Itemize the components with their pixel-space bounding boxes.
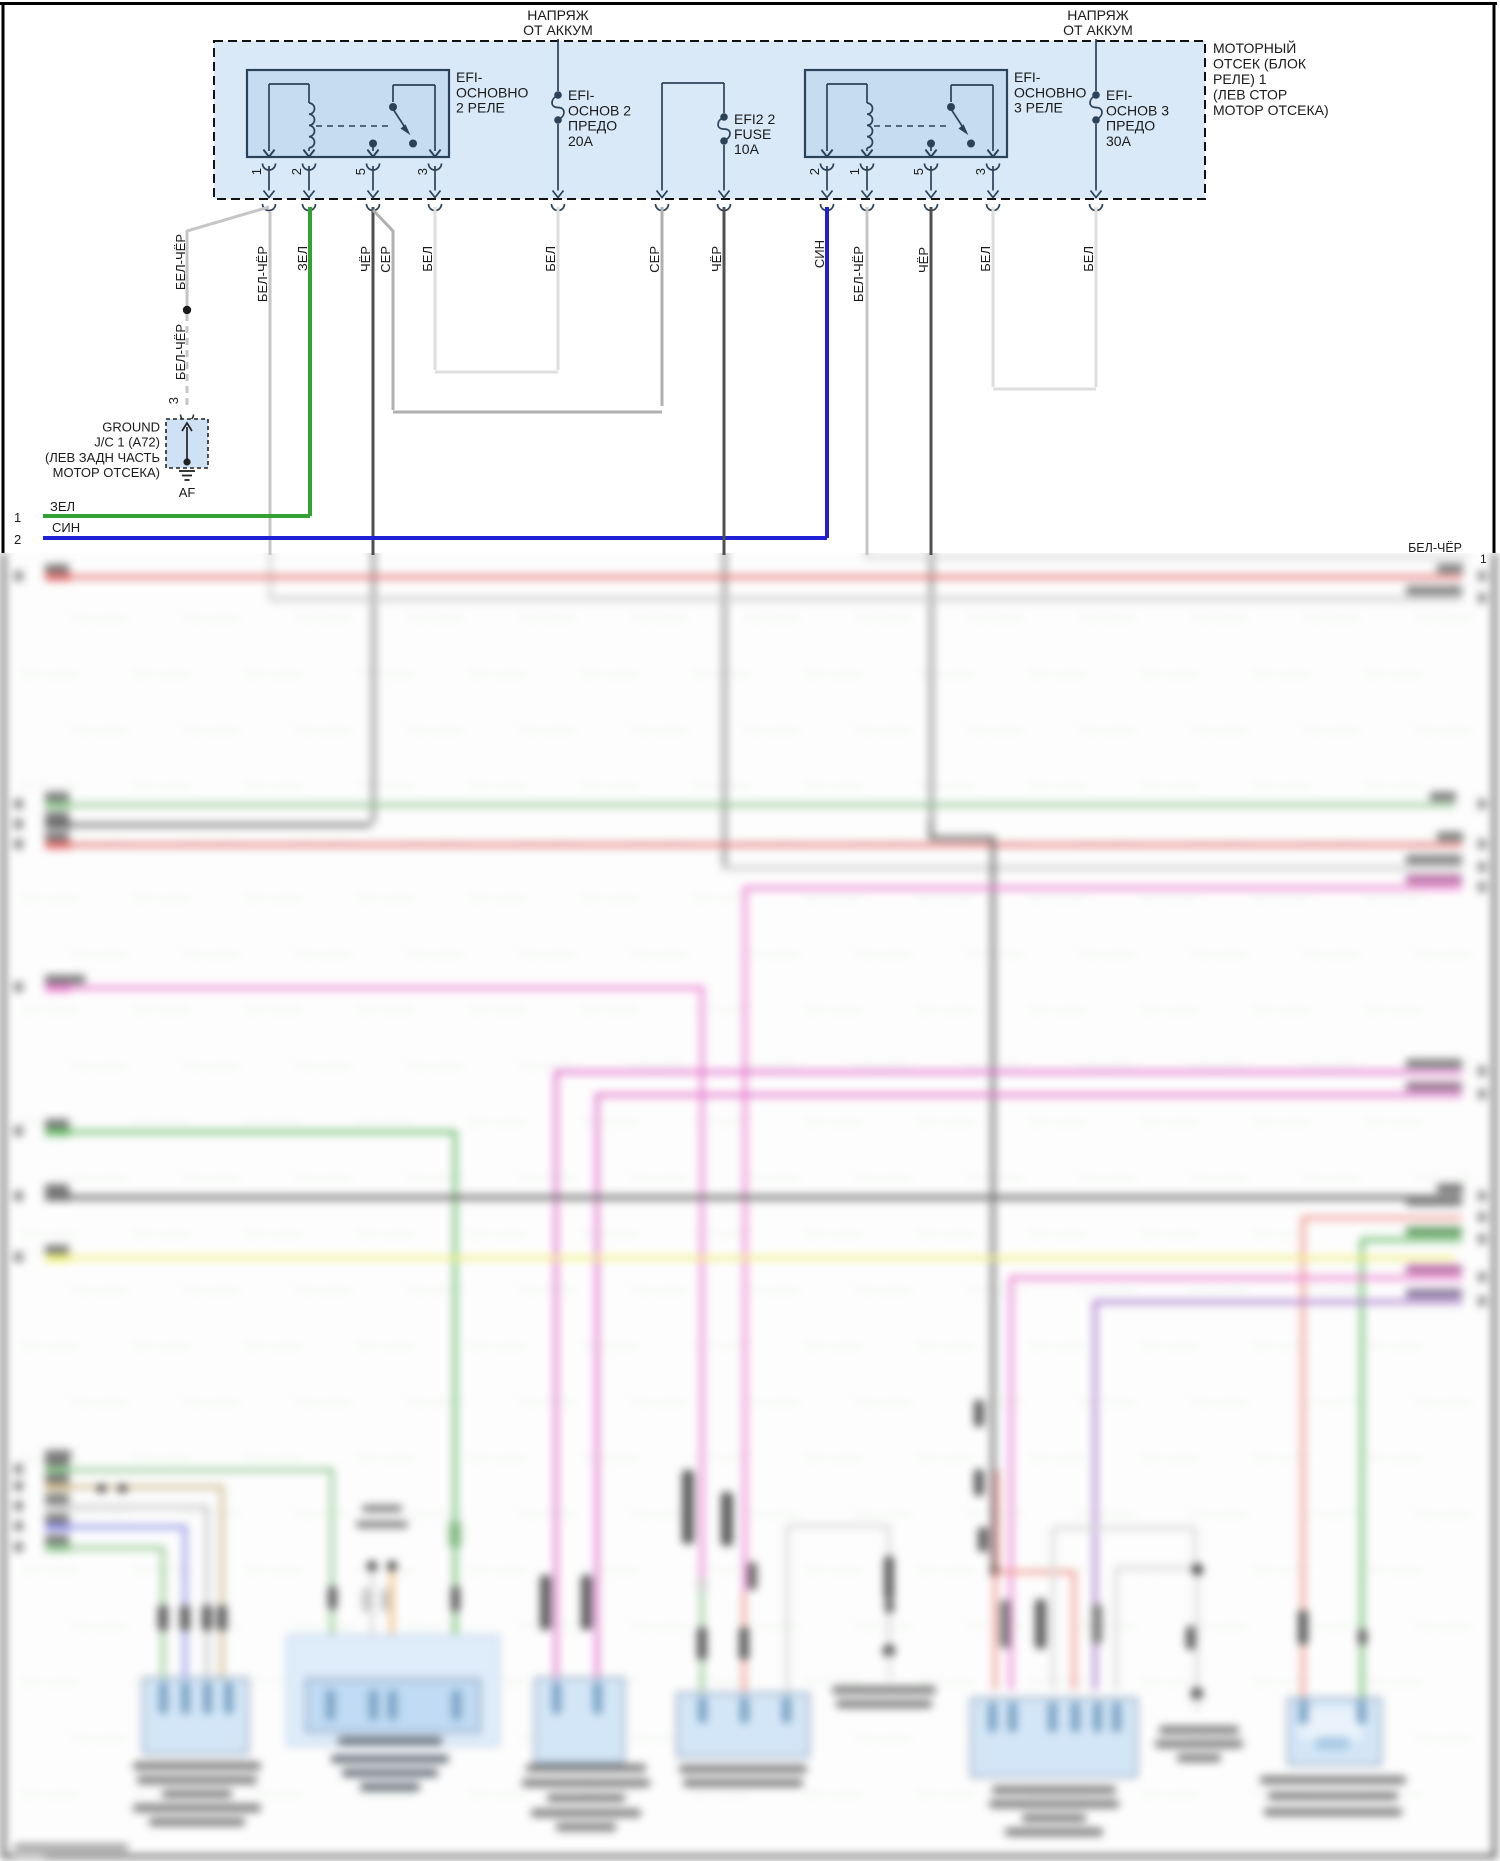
svg-text:EFI-: EFI- (1106, 87, 1133, 103)
svg-text:EFI2 2: EFI2 2 (734, 111, 775, 127)
svg-text:РЕЛЕ) 1: РЕЛЕ) 1 (1213, 71, 1267, 87)
svg-text:3: 3 (973, 168, 988, 175)
svg-text:СЕР: СЕР (647, 246, 662, 273)
svg-text:НАПРЯЖ: НАПРЯЖ (527, 7, 588, 23)
svg-text:БЕЛ-ЧЁР: БЕЛ-ЧЁР (173, 324, 188, 380)
svg-text:БЕЛ-ЧЁР: БЕЛ-ЧЁР (255, 246, 270, 302)
svg-text:10А: 10А (734, 141, 760, 157)
svg-text:1: 1 (14, 510, 21, 525)
svg-text:ОСНОВНО: ОСНОВНО (456, 84, 528, 100)
svg-text:НАПРЯЖ: НАПРЯЖ (1067, 7, 1128, 23)
svg-text:ОСНОВ 2: ОСНОВ 2 (568, 102, 631, 118)
svg-text:FUSE: FUSE (734, 126, 771, 142)
svg-text:3 РЕЛЕ: 3 РЕЛЕ (1014, 100, 1063, 116)
svg-text:3: 3 (415, 168, 430, 175)
svg-text:СИН: СИН (52, 520, 80, 535)
svg-text:ЗЕЛ: ЗЕЛ (295, 246, 310, 271)
svg-text:ПРЕДО: ПРЕДО (1106, 118, 1155, 134)
svg-text:БЕЛ: БЕЛ (1081, 246, 1096, 272)
svg-text:ЧЁР: ЧЁР (358, 246, 373, 272)
svg-text:СЕР: СЕР (378, 246, 393, 273)
svg-text:ОТ АККУМ: ОТ АККУМ (1063, 22, 1133, 38)
svg-text:БЕЛ: БЕЛ (420, 246, 435, 272)
svg-text:1: 1 (1480, 552, 1487, 566)
svg-text:2: 2 (289, 168, 304, 175)
svg-text:J/C 1 (А72): J/C 1 (А72) (94, 435, 160, 450)
svg-text:СИН: СИН (812, 240, 827, 268)
svg-text:БЕЛ-ЧЁР: БЕЛ-ЧЁР (173, 234, 188, 290)
svg-text:30А: 30А (1106, 133, 1132, 149)
svg-text:EFI-: EFI- (456, 69, 483, 85)
svg-text:EFI-: EFI- (568, 87, 595, 103)
svg-text:(ЛЕВ СТОР: (ЛЕВ СТОР (1213, 87, 1287, 103)
svg-text:БЕЛ-ЧЁР: БЕЛ-ЧЁР (1408, 541, 1462, 555)
svg-text:ЗЕЛ: ЗЕЛ (50, 499, 75, 514)
svg-text:МОТОР ОТСЕКА): МОТОР ОТСЕКА) (1213, 102, 1329, 118)
svg-text:ЧЁР: ЧЁР (916, 247, 931, 273)
svg-text:1: 1 (847, 168, 862, 175)
svg-text:2: 2 (14, 532, 21, 547)
svg-text:3: 3 (166, 397, 181, 404)
svg-text:ОТСЕК (БЛОК: ОТСЕК (БЛОК (1213, 56, 1307, 72)
svg-text:БЕЛ-ЧЁР: БЕЛ-ЧЁР (851, 246, 866, 302)
svg-text:БЕЛ: БЕЛ (543, 246, 558, 272)
svg-text:МОТОРНЫЙ: МОТОРНЫЙ (1213, 39, 1296, 56)
svg-text:EFI-: EFI- (1014, 69, 1041, 85)
svg-text:ЧЁР: ЧЁР (709, 246, 724, 272)
svg-text:2 РЕЛЕ: 2 РЕЛЕ (456, 100, 505, 116)
svg-text:БЕЛ: БЕЛ (978, 246, 993, 272)
svg-text:МОТОР ОТСЕКА): МОТОР ОТСЕКА) (53, 465, 160, 480)
svg-text:AF: AF (179, 485, 196, 500)
svg-text:20А: 20А (568, 133, 594, 149)
svg-text:5: 5 (353, 168, 368, 175)
svg-text:ОСНОВ 3: ОСНОВ 3 (1106, 102, 1169, 118)
svg-text:GROUND: GROUND (102, 419, 160, 434)
svg-text:5: 5 (911, 168, 926, 175)
svg-text:ОТ АККУМ: ОТ АККУМ (523, 22, 593, 38)
svg-text:(ЛЕВ ЗАДН ЧАСТЬ: (ЛЕВ ЗАДН ЧАСТЬ (45, 450, 160, 465)
svg-text:2: 2 (807, 168, 822, 175)
svg-text:1: 1 (249, 168, 264, 175)
svg-text:ОСНОВНО: ОСНОВНО (1014, 84, 1086, 100)
svg-text:ПРЕДО: ПРЕДО (568, 118, 617, 134)
